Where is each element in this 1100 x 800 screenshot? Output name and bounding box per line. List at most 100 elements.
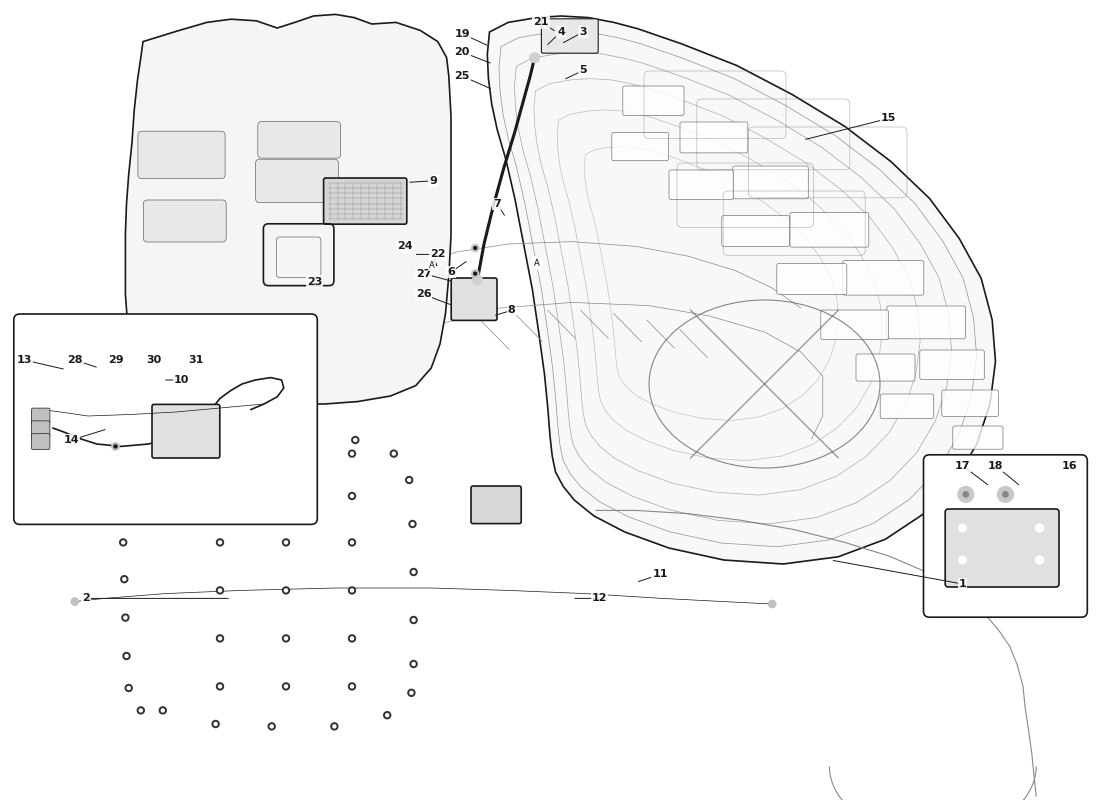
Circle shape (958, 524, 967, 532)
Text: 30: 30 (146, 355, 162, 365)
Circle shape (406, 477, 412, 483)
Circle shape (122, 541, 124, 544)
Circle shape (299, 432, 306, 438)
FancyBboxPatch shape (612, 132, 669, 161)
FancyBboxPatch shape (541, 18, 598, 53)
Circle shape (408, 690, 415, 696)
Circle shape (283, 539, 289, 546)
Circle shape (386, 714, 388, 717)
Circle shape (122, 614, 129, 621)
Circle shape (349, 635, 355, 642)
FancyBboxPatch shape (843, 261, 924, 295)
Circle shape (1035, 556, 1044, 564)
Text: 6: 6 (447, 267, 455, 277)
Polygon shape (487, 16, 996, 564)
Text: 29: 29 (108, 355, 123, 365)
Circle shape (474, 272, 476, 275)
Text: 22: 22 (430, 250, 446, 259)
FancyBboxPatch shape (257, 122, 341, 158)
FancyBboxPatch shape (953, 426, 1003, 450)
Text: 17: 17 (955, 461, 970, 470)
Text: A: A (431, 259, 438, 269)
Text: 10: 10 (174, 375, 189, 385)
Text: 18: 18 (988, 461, 1003, 470)
Circle shape (219, 637, 221, 640)
FancyBboxPatch shape (945, 509, 1059, 587)
Circle shape (331, 723, 338, 730)
Text: A: A (534, 258, 540, 267)
FancyBboxPatch shape (152, 404, 220, 458)
Circle shape (219, 541, 221, 544)
Circle shape (120, 502, 127, 509)
FancyBboxPatch shape (942, 390, 999, 416)
FancyBboxPatch shape (143, 200, 227, 242)
Circle shape (271, 725, 273, 728)
Text: 11: 11 (652, 570, 668, 579)
Circle shape (333, 725, 336, 728)
Circle shape (285, 637, 287, 640)
Text: 24: 24 (397, 242, 412, 251)
Circle shape (285, 494, 287, 498)
Circle shape (212, 721, 219, 727)
Circle shape (140, 709, 142, 712)
Circle shape (217, 587, 223, 594)
Circle shape (998, 486, 1013, 502)
Text: 19: 19 (454, 29, 470, 38)
Circle shape (114, 445, 117, 448)
Circle shape (124, 616, 126, 619)
Circle shape (252, 431, 258, 438)
Circle shape (283, 635, 289, 642)
Circle shape (111, 442, 120, 450)
Circle shape (958, 556, 967, 564)
Circle shape (958, 486, 974, 502)
FancyBboxPatch shape (733, 166, 808, 198)
Circle shape (283, 493, 289, 499)
Text: 2: 2 (81, 594, 90, 603)
FancyBboxPatch shape (680, 122, 748, 153)
Circle shape (120, 539, 127, 546)
FancyBboxPatch shape (451, 278, 497, 320)
Circle shape (254, 433, 256, 436)
Circle shape (122, 504, 124, 507)
Circle shape (70, 598, 79, 606)
FancyBboxPatch shape (924, 454, 1087, 617)
Circle shape (217, 635, 223, 642)
Text: 7: 7 (493, 199, 502, 209)
Circle shape (122, 470, 129, 477)
Text: 8: 8 (507, 306, 516, 315)
Circle shape (351, 589, 353, 592)
Circle shape (768, 600, 777, 608)
Text: passion: passion (652, 284, 855, 420)
Circle shape (162, 438, 164, 441)
FancyBboxPatch shape (920, 350, 984, 380)
Circle shape (412, 618, 415, 622)
Text: 12: 12 (592, 594, 607, 603)
Circle shape (219, 589, 221, 592)
Text: 23: 23 (307, 277, 322, 286)
Circle shape (162, 709, 164, 712)
Circle shape (408, 478, 410, 482)
Circle shape (529, 53, 540, 62)
Circle shape (214, 722, 217, 726)
Circle shape (351, 685, 353, 688)
FancyBboxPatch shape (138, 131, 226, 178)
Circle shape (217, 450, 223, 457)
Circle shape (411, 522, 414, 526)
Circle shape (471, 244, 480, 252)
Text: eurocars: eurocars (610, 342, 918, 546)
Polygon shape (125, 14, 451, 404)
Text: 14: 14 (64, 435, 79, 445)
Circle shape (1035, 524, 1044, 532)
Text: 31: 31 (188, 355, 204, 365)
FancyBboxPatch shape (32, 408, 50, 424)
Circle shape (351, 494, 353, 498)
Circle shape (409, 521, 416, 527)
Circle shape (219, 452, 221, 455)
Circle shape (351, 541, 353, 544)
Circle shape (410, 617, 417, 623)
Circle shape (472, 275, 483, 285)
Circle shape (123, 653, 130, 659)
FancyBboxPatch shape (14, 314, 317, 525)
Text: 28: 28 (67, 355, 82, 365)
Circle shape (201, 432, 208, 438)
